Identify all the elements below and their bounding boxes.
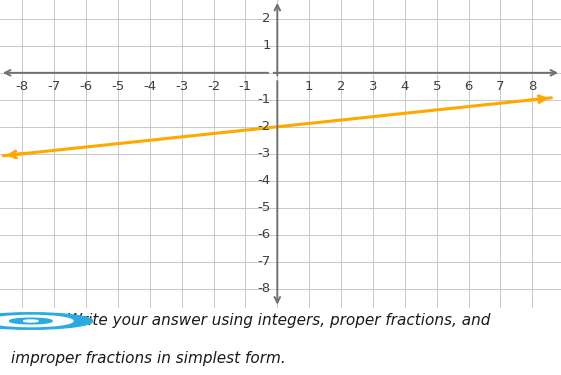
Text: 5: 5 (433, 80, 441, 93)
Text: -2: -2 (257, 120, 271, 133)
Text: improper fractions in simplest form.: improper fractions in simplest form. (11, 351, 286, 366)
Text: Write your answer using integers, proper fractions, and: Write your answer using integers, proper… (67, 314, 491, 328)
Text: 8: 8 (528, 80, 536, 93)
Text: 4: 4 (401, 80, 409, 93)
Text: 6: 6 (465, 80, 473, 93)
Text: -8: -8 (258, 282, 271, 295)
Text: -7: -7 (257, 255, 271, 268)
Text: 2: 2 (263, 12, 271, 26)
Text: -5: -5 (111, 80, 125, 93)
Text: -1: -1 (239, 80, 252, 93)
Text: -1: -1 (257, 93, 271, 106)
Text: -6: -6 (80, 80, 93, 93)
Text: -7: -7 (48, 80, 61, 93)
Circle shape (0, 315, 73, 327)
Text: -3: -3 (257, 147, 271, 160)
Circle shape (24, 320, 38, 322)
Text: 3: 3 (369, 80, 377, 93)
Text: -4: -4 (258, 174, 271, 187)
Text: 7: 7 (496, 80, 505, 93)
Text: -3: -3 (175, 80, 188, 93)
Circle shape (0, 313, 93, 329)
Text: -5: -5 (257, 201, 271, 214)
Text: -6: -6 (258, 228, 271, 241)
Text: -4: -4 (143, 80, 157, 93)
Text: -2: -2 (207, 80, 220, 93)
Text: -8: -8 (16, 80, 29, 93)
Text: 2: 2 (337, 80, 346, 93)
Text: 1: 1 (305, 80, 314, 93)
Circle shape (10, 318, 52, 324)
Text: 1: 1 (263, 39, 271, 53)
